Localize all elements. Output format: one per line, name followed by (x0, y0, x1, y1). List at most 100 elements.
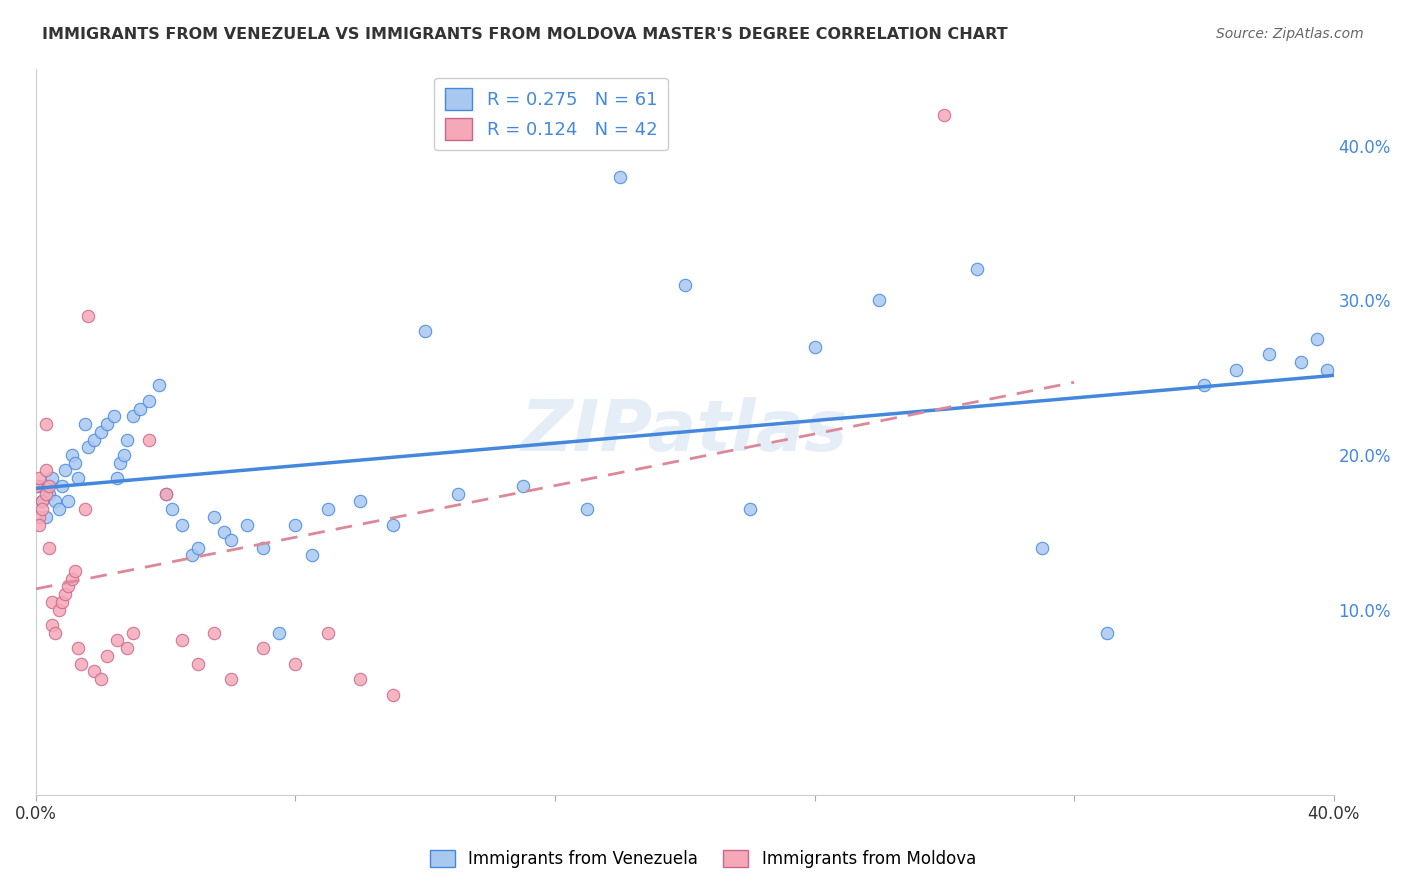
Point (170, 633, 193, 648)
Point (381, 517, 404, 532)
Point (447, 486, 470, 500)
Point (1095, 625, 1118, 640)
Point (803, 340, 825, 354)
Point (63, 456, 86, 470)
Point (103, 409, 125, 424)
Point (41, 618, 63, 632)
Point (115, 433, 138, 447)
Point (252, 541, 274, 555)
Point (576, 502, 599, 516)
Point (122, 409, 145, 424)
Point (236, 517, 259, 532)
Point (67, 641, 90, 656)
Point (67, 471, 90, 485)
Point (155, 486, 177, 500)
Point (187, 657, 209, 671)
Point (148, 378, 170, 392)
Point (63, 564, 86, 578)
Point (41, 595, 63, 609)
Point (252, 641, 274, 656)
Point (1257, 347, 1279, 361)
Point (83, 433, 105, 447)
Point (160, 502, 183, 516)
Point (31, 494, 53, 508)
Point (413, 324, 436, 338)
Point (1289, 355, 1312, 369)
Point (28, 471, 51, 485)
Point (170, 517, 193, 532)
Legend: Immigrants from Venezuela, Immigrants from Moldova: Immigrants from Venezuela, Immigrants fr… (423, 843, 983, 875)
Point (73, 417, 96, 431)
Point (31, 494, 53, 508)
Point (44, 494, 66, 508)
Point (83, 665, 105, 679)
Point (28, 479, 51, 493)
Point (934, 108, 956, 122)
Point (38, 541, 60, 555)
Point (31, 502, 53, 516)
Point (128, 401, 150, 416)
Point (868, 293, 890, 308)
Point (44, 625, 66, 640)
Legend: R = 0.275   N = 61, R = 0.124   N = 42: R = 0.275 N = 61, R = 0.124 N = 42 (434, 78, 668, 151)
Point (212, 525, 235, 540)
Point (187, 541, 209, 555)
Point (1031, 541, 1053, 555)
Point (1306, 332, 1329, 346)
Point (34, 463, 56, 477)
Point (34, 417, 56, 431)
Point (90, 425, 112, 439)
Point (34, 509, 56, 524)
Point (60, 572, 83, 586)
Point (110, 456, 132, 470)
Point (115, 641, 138, 656)
Point (316, 625, 339, 640)
Point (202, 509, 225, 524)
Point (48, 502, 70, 516)
Point (316, 502, 339, 516)
Point (180, 549, 202, 563)
Point (1192, 378, 1215, 392)
Point (284, 657, 307, 671)
Point (966, 262, 988, 277)
Point (25, 479, 48, 493)
Point (76, 309, 98, 323)
Point (73, 502, 96, 516)
Point (301, 549, 323, 563)
Point (70, 657, 93, 671)
Point (53, 587, 76, 601)
Point (28, 517, 51, 532)
Point (155, 486, 177, 500)
Point (28, 509, 51, 524)
Point (60, 448, 83, 462)
Point (512, 479, 534, 493)
Point (105, 471, 128, 485)
Point (673, 277, 696, 292)
Point (96, 417, 118, 431)
Point (38, 479, 60, 493)
Point (58, 579, 80, 593)
Point (105, 633, 128, 648)
Text: ZIPatlas: ZIPatlas (522, 397, 848, 467)
Point (112, 448, 135, 462)
Point (51, 479, 73, 493)
Point (381, 688, 404, 702)
Point (58, 494, 80, 508)
Point (51, 595, 73, 609)
Point (219, 672, 242, 686)
Point (41, 471, 63, 485)
Point (34, 486, 56, 500)
Point (349, 494, 371, 508)
Point (122, 625, 145, 640)
Point (76, 440, 98, 454)
Point (48, 602, 70, 616)
Point (284, 517, 307, 532)
Point (609, 169, 631, 184)
Point (90, 672, 112, 686)
Text: Source: ZipAtlas.com: Source: ZipAtlas.com (1216, 27, 1364, 41)
Point (53, 463, 76, 477)
Point (738, 502, 761, 516)
Point (219, 533, 242, 547)
Point (349, 672, 371, 686)
Point (96, 648, 118, 663)
